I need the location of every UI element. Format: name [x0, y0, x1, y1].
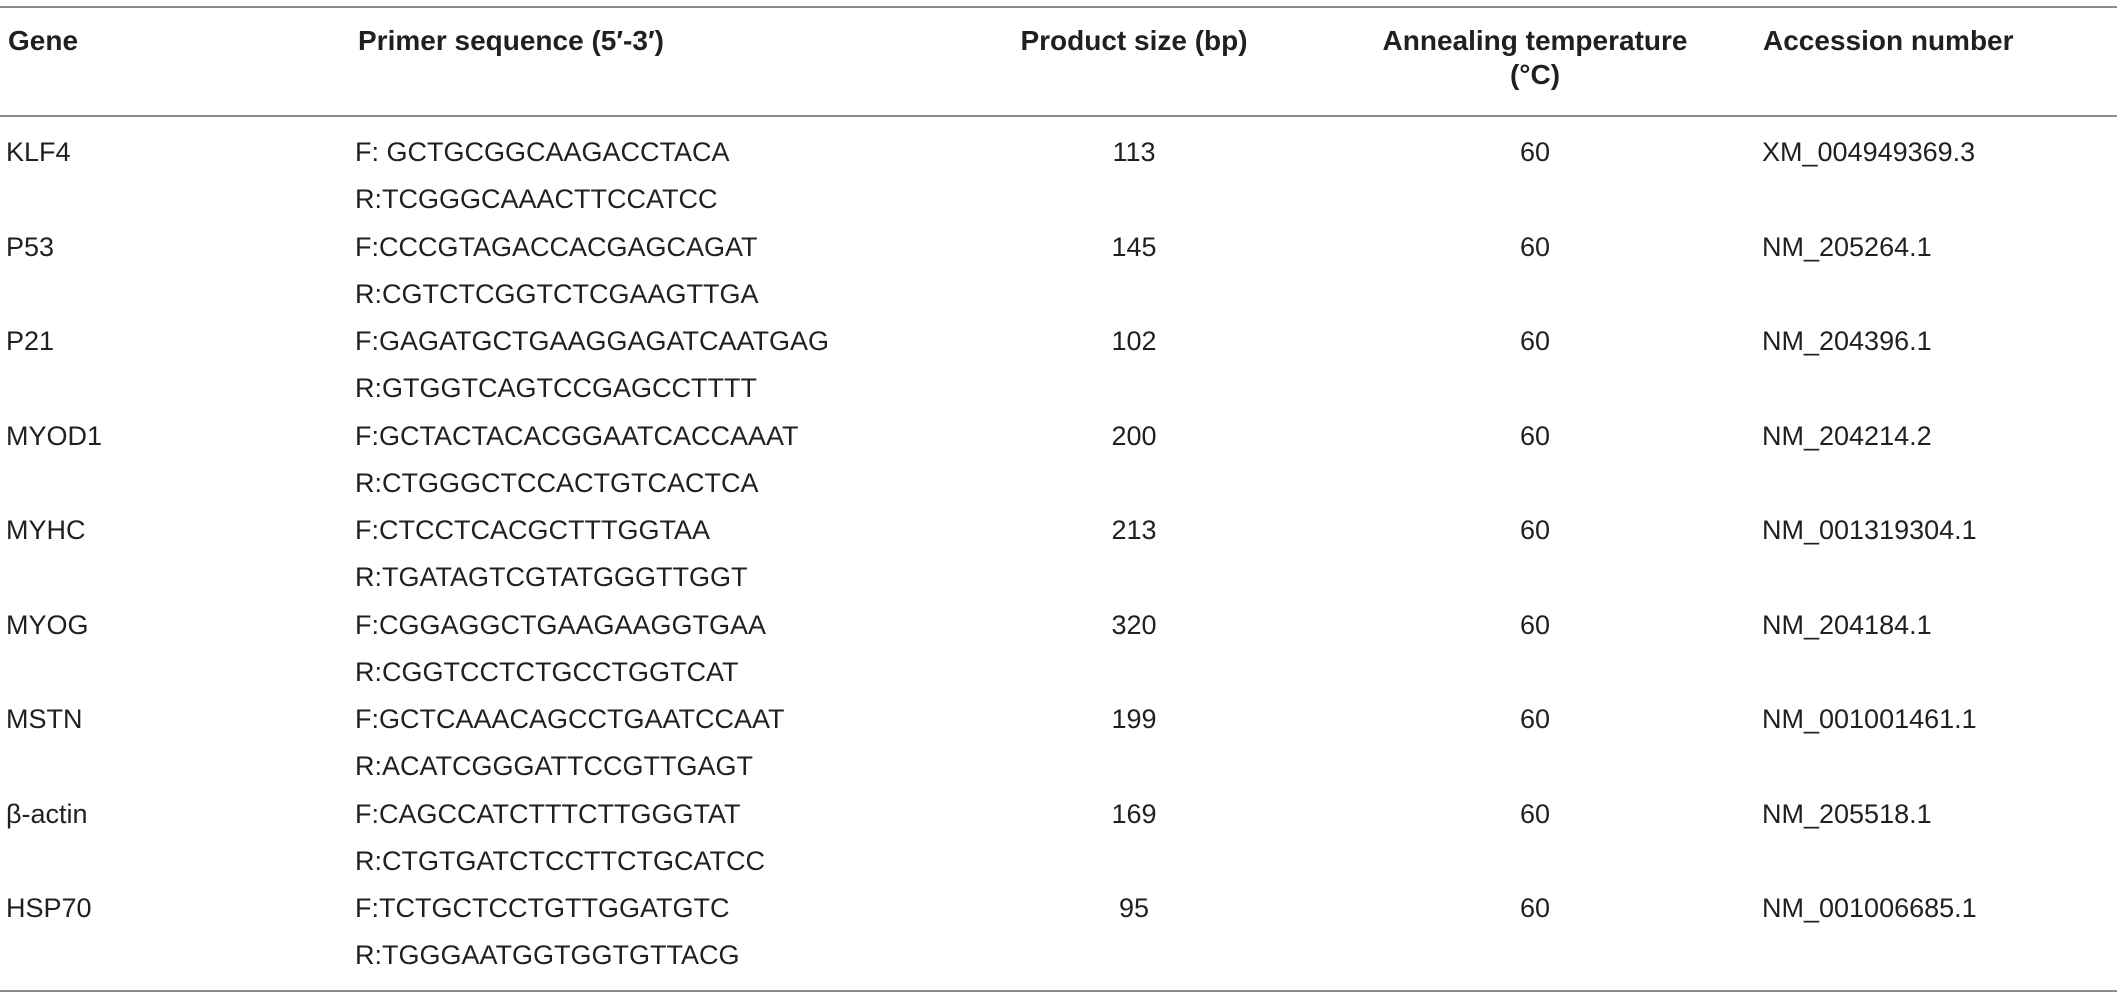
gene-cell: KLF4: [6, 137, 71, 167]
product-size-cell: 95: [1118, 893, 1150, 923]
reverse-primer-cell: R:CGGTCCTCTGCCTGGTCAT: [355, 657, 739, 687]
annealing-temperature-cell: 60: [1519, 232, 1551, 262]
annealing-temperature-cell: 60: [1519, 799, 1551, 829]
table-bottom-rule: [0, 990, 2117, 992]
product-size-cell: 213: [1111, 515, 1157, 545]
header-annealing-line1: Annealing temperature: [1382, 25, 1688, 56]
gene-cell: MYHC: [6, 515, 86, 545]
annealing-temperature-cell: 60: [1519, 326, 1551, 356]
accession-number-cell: NM_204396.1: [1762, 326, 1932, 356]
header-primer-sequence: Primer sequence (5′-3′): [358, 25, 664, 56]
accession-number-cell: NM_205518.1: [1762, 799, 1932, 829]
reverse-primer-cell: R:TGGGAATGGTGGTGTTACG: [355, 940, 740, 970]
forward-primer-cell: F:CTCCTCACGCTTTGGTAA: [355, 515, 710, 545]
gene-cell: P21: [6, 326, 55, 356]
header-gene: Gene: [8, 25, 79, 56]
accession-number-cell: XM_004949369.3: [1762, 137, 1976, 167]
reverse-primer-cell: R:CGTCTCGGTCTCGAAGTTGA: [355, 279, 759, 309]
forward-primer-cell: F:CGGAGGCTGAAGAAGGTGAA: [355, 610, 767, 640]
reverse-primer-cell: R:CTGTGATCTCCTTCTGCATCC: [355, 846, 765, 876]
accession-number-cell: NM_204184.1: [1762, 610, 1932, 640]
forward-primer-cell: F:TCTGCTCCTGTTGGATGTC: [355, 893, 730, 923]
product-size-cell: 145: [1111, 232, 1157, 262]
product-size-cell: 320: [1111, 610, 1157, 640]
header-annealing-temperature: Annealing temperature (°C): [1365, 24, 1705, 92]
accession-number-cell: NM_205264.1: [1762, 232, 1932, 262]
gene-cell: MYOG: [6, 610, 89, 640]
annealing-temperature-cell: 60: [1519, 610, 1551, 640]
product-size-cell: 102: [1111, 326, 1157, 356]
accession-number-cell: NM_204214.2: [1762, 421, 1932, 451]
annealing-temperature-cell: 60: [1519, 704, 1551, 734]
product-size-cell: 169: [1111, 799, 1157, 829]
reverse-primer-cell: R:CTGGGCTCCACTGTCACTCA: [355, 468, 759, 498]
annealing-temperature-cell: 60: [1519, 137, 1551, 167]
header-rule: [0, 115, 2117, 117]
accession-number-cell: NM_001319304.1: [1762, 515, 1977, 545]
forward-primer-cell: F:CCCGTAGACCACGAGCAGAT: [355, 232, 758, 262]
forward-primer-cell: F:GAGATGCTGAAGGAGATCAATGAG: [355, 326, 830, 356]
gene-cell: MYOD1: [6, 421, 103, 451]
forward-primer-cell: F:GCTCAAACAGCCTGAATCCAAT: [355, 704, 785, 734]
gene-cell: β-actin: [6, 799, 88, 829]
forward-primer-cell: F:GCTACTACACGGAATCACCAAAT: [355, 421, 799, 451]
reverse-primer-cell: R:TGATAGTCGTATGGGTTGGT: [355, 562, 748, 592]
product-size-cell: 113: [1112, 137, 1156, 167]
reverse-primer-cell: R:GTGGTCAGTCCGAGCCTTTT: [355, 373, 757, 403]
gene-cell: MSTN: [6, 704, 83, 734]
accession-number-cell: NM_001006685.1: [1762, 893, 1977, 923]
gene-cell: HSP70: [6, 893, 92, 923]
forward-primer-cell: F: GCTGCGGCAAGACCTACA: [355, 137, 730, 167]
gene-cell: P53: [6, 232, 55, 262]
annealing-temperature-cell: 60: [1519, 893, 1551, 923]
reverse-primer-cell: R:ACATCGGGATTCCGTTGAGT: [355, 751, 753, 781]
header-annealing-line2: (°C): [1509, 59, 1561, 90]
product-size-cell: 200: [1111, 421, 1157, 451]
header-accession-number: Accession number: [1763, 25, 2014, 56]
annealing-temperature-cell: 60: [1519, 421, 1551, 451]
reverse-primer-cell: R:TCGGGCAAACTTCCATCC: [355, 184, 718, 214]
annealing-temperature-cell: 60: [1519, 515, 1551, 545]
forward-primer-cell: F:CAGCCATCTTTCTTGGGTAT: [355, 799, 741, 829]
header-product-size: Product size (bp): [1020, 25, 1248, 56]
accession-number-cell: NM_001001461.1: [1762, 704, 1977, 734]
table-top-rule: [0, 6, 2117, 8]
product-size-cell: 199: [1111, 704, 1157, 734]
